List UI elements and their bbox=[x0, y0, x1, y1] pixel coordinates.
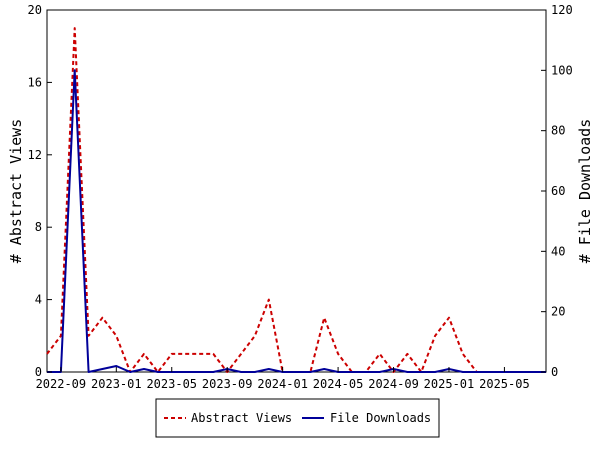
left-tick-label: 0 bbox=[35, 365, 42, 379]
legend-label-abstract-views: Abstract Views bbox=[191, 411, 292, 425]
legend-box bbox=[155, 398, 440, 438]
right-tick-label: 20 bbox=[551, 305, 565, 319]
x-tick-label: 2023-09 bbox=[202, 377, 253, 391]
x-tick-label: 2024-09 bbox=[368, 377, 419, 391]
right-axis-ticks: 0 20 40 60 80 100 120 bbox=[541, 3, 573, 379]
series-line-file-downloads bbox=[47, 69, 546, 373]
right-tick-label: 80 bbox=[551, 124, 565, 138]
left-tick-label: 4 bbox=[35, 293, 42, 307]
x-tick-label: 2024-01 bbox=[257, 377, 308, 391]
left-tick-label: 8 bbox=[35, 220, 42, 234]
x-tick-label: 2025-01 bbox=[424, 377, 475, 391]
left-axis-ticks: 0 4 8 12 16 20 bbox=[28, 3, 52, 379]
right-tick-label: 60 bbox=[551, 184, 565, 198]
x-tick-label: 2023-05 bbox=[146, 377, 197, 391]
x-tick-label: 2025-05 bbox=[479, 377, 530, 391]
x-tick-label: 2024-05 bbox=[313, 377, 364, 391]
left-tick-label: 20 bbox=[28, 3, 42, 17]
right-tick-label: 120 bbox=[551, 3, 573, 17]
left-tick-label: 12 bbox=[28, 148, 42, 162]
legend-label-file-downloads: File Downloads bbox=[330, 411, 431, 425]
x-tick-label: 2023-01 bbox=[91, 377, 142, 391]
x-tick-label: 2022-09 bbox=[36, 377, 87, 391]
right-tick-label: 100 bbox=[551, 63, 573, 77]
right-tick-label: 40 bbox=[551, 244, 565, 258]
left-axis-title: # Abstract Views bbox=[7, 119, 25, 264]
legend: Abstract Views File Downloads bbox=[155, 398, 440, 438]
right-tick-label: 0 bbox=[551, 365, 558, 379]
series-line-abstract-views bbox=[46, 27, 546, 373]
series-layer bbox=[46, 27, 546, 373]
plot-frame bbox=[46, 9, 547, 373]
left-tick-label: 16 bbox=[28, 75, 42, 89]
right-axis-title: # File Downloads bbox=[576, 119, 594, 264]
x-axis-ticks: 2022-09 2023-01 2023-05 2023-09 2024-01 2024-… bbox=[36, 367, 530, 391]
